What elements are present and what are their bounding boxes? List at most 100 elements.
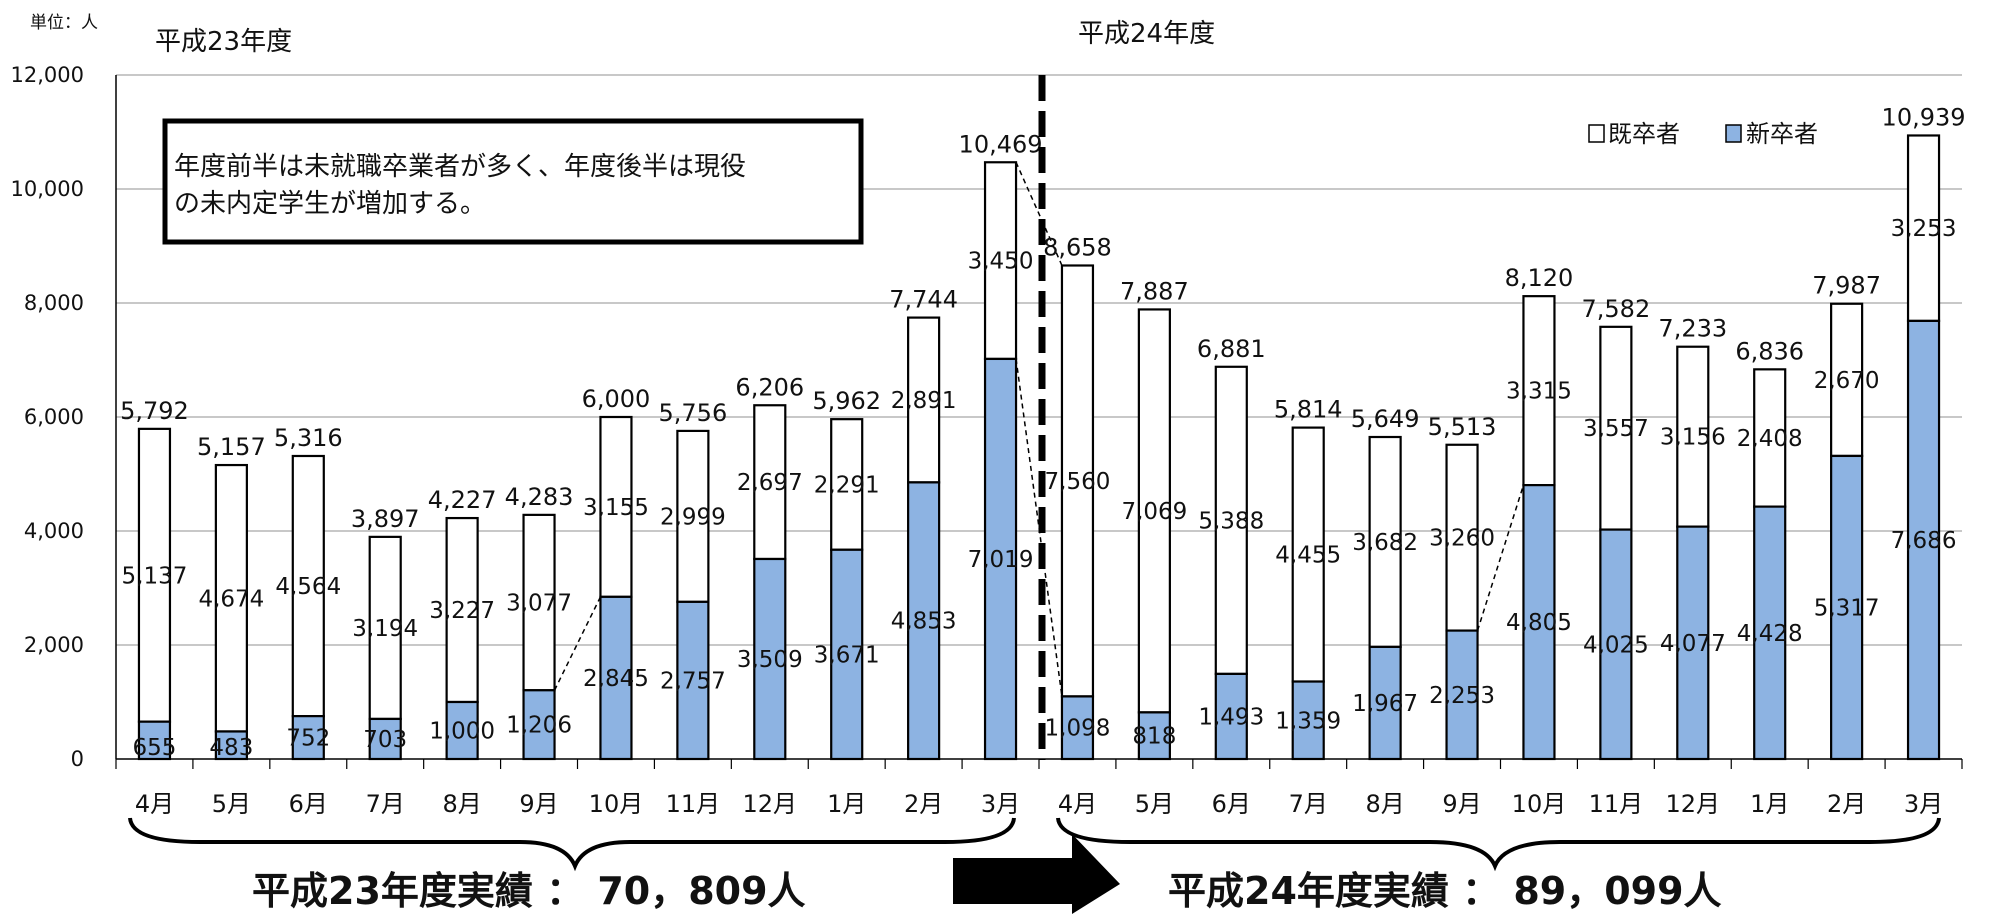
shinsotsu-value-label: 4,428 (1737, 621, 1803, 647)
kisotsu-value-label: 3,156 (1660, 425, 1726, 451)
bars (137, 134, 1941, 761)
shinsotsu-value-label: 1,967 (1352, 691, 1418, 717)
bar-segment-kisotsu (1906, 134, 1941, 322)
y-tick-label: 2,000 (24, 633, 84, 657)
legend-swatch-shinsotsu (1725, 124, 1742, 143)
bar-segment-shinsotsu (830, 548, 864, 761)
total-label: 5,962 (812, 387, 881, 415)
x-tick-label: 8月 (1365, 790, 1404, 818)
bar-segment-shinsotsu (445, 700, 479, 761)
total-label: 5,814 (1274, 396, 1343, 424)
x-tick-label: 11月 (666, 790, 721, 818)
kisotsu-value-label: 5,388 (1198, 508, 1264, 534)
shinsotsu-value-label: 1,000 (429, 719, 495, 745)
bar-segment-shinsotsu (1060, 695, 1095, 761)
bar-segment-kisotsu (599, 415, 633, 598)
x-tick-label: 12月 (743, 790, 798, 818)
total-label: 10,939 (1882, 103, 1966, 131)
bar-segment-shinsotsu (1368, 645, 1402, 761)
annotation-frame (162, 118, 864, 245)
x-tick-label: 12月 (1666, 790, 1721, 818)
brace-h23 (128, 817, 1016, 872)
bar-segment-shinsotsu (753, 557, 787, 761)
kisotsu-value-label: 2,891 (891, 388, 957, 414)
x-tick-label: 5月 (1135, 790, 1174, 818)
data-labels: 5,792 5,137 655 5,157 4,674 483 5,316 4,564 752 3… (120, 103, 1965, 761)
x-axis: 4月 5月 6月 7月 8月 9月 10月 11月 12月 1月 2月 3月 4月 5月 6月 7月 8月 9月 1… (115, 759, 1963, 818)
shinsotsu-value-label: 1,359 (1275, 708, 1341, 734)
shinsotsu-value-label: 3,671 (814, 642, 880, 668)
x-tick-label: 10月 (589, 790, 644, 818)
shinsotsu-value-label: 3,509 (737, 647, 803, 673)
shinsotsu-value-label: 2,757 (660, 668, 726, 694)
bar-segment-kisotsu (445, 516, 479, 704)
annotation-line-2: の未内定学生が増加する。 (174, 189, 486, 219)
kisotsu-value-label: 2,291 (814, 472, 880, 498)
kisotsu-value-label: 4,674 (198, 586, 264, 612)
annotation-line-1: 年度前半は未就職卒業者が多く、年度後半は現役 (174, 152, 746, 182)
total-label: 6,000 (582, 385, 651, 413)
total-label: 7,233 (1658, 315, 1727, 343)
x-tick-label: 3月 (981, 790, 1020, 818)
bar-segment-kisotsu (676, 429, 710, 603)
bar-segment-kisotsu (1445, 443, 1479, 632)
kisotsu-value-label: 2,999 (660, 504, 726, 530)
x-tick-label: 9月 (1442, 790, 1481, 818)
bar-segment-shinsotsu (522, 689, 556, 761)
series-connector (1015, 161, 1063, 266)
x-tick-label: 5月 (212, 790, 251, 818)
bar-segment-kisotsu (368, 535, 402, 721)
bar-segment-shinsotsu (1753, 505, 1787, 761)
total-label: 4,283 (505, 483, 574, 511)
y-tick-label: 12,000 (11, 63, 84, 87)
x-tick-label: 4月 (1058, 790, 1097, 818)
kisotsu-value-label: 4,455 (1275, 543, 1341, 569)
x-tick-label: 10月 (1512, 790, 1567, 818)
bar-segment-kisotsu (1676, 345, 1710, 528)
shinsotsu-value-label: 1,493 (1198, 704, 1264, 730)
y-tick-label: 10,000 (11, 177, 84, 201)
shinsotsu-value-label: 4,025 (1583, 632, 1649, 658)
total-label: 3,897 (351, 505, 420, 533)
x-tick-label: 2月 (904, 790, 943, 818)
shinsotsu-value-label: 4,805 (1506, 610, 1572, 636)
kisotsu-value-label: 3,077 (506, 591, 572, 617)
kisotsu-value-label: 2,697 (737, 470, 803, 496)
total-label: 6,836 (1735, 337, 1804, 365)
x-tick-label: 4月 (135, 790, 174, 818)
bar-segment-shinsotsu (1830, 454, 1864, 761)
x-tick-label: 6月 (289, 790, 328, 818)
legend-swatch-kisotsu (1588, 124, 1605, 143)
kisotsu-value-label: 3,260 (1429, 526, 1495, 552)
total-label: 8,120 (1505, 264, 1574, 292)
bar-segment-shinsotsu (1445, 629, 1479, 761)
kisotsu-value-label: 3,194 (352, 616, 418, 642)
x-tick-label: 7月 (366, 790, 405, 818)
kisotsu-value-label: 3,315 (1506, 379, 1572, 405)
bar-segment-shinsotsu (676, 600, 710, 761)
bar-segment-kisotsu (1137, 308, 1171, 714)
shinsotsu-value-label: 483 (209, 735, 253, 761)
legend: 既卒者 新卒者 (1588, 120, 1818, 148)
total-label: 10,469 (959, 130, 1043, 158)
bar-segment-shinsotsu (1676, 525, 1710, 761)
shinsotsu-value-label: 1,206 (506, 713, 572, 739)
total-label: 7,887 (1120, 277, 1189, 305)
x-tick-label: 9月 (519, 790, 558, 818)
kisotsu-value-label: 2,408 (1737, 426, 1803, 452)
total-label: 6,206 (735, 373, 804, 401)
shinsotsu-value-label: 7,686 (1891, 528, 1957, 554)
bar-segment-kisotsu (830, 418, 864, 551)
bar-segment-shinsotsu (214, 730, 248, 761)
bar-segment-shinsotsu (1214, 672, 1248, 761)
bar-segment-shinsotsu (907, 481, 941, 761)
series-connector (1476, 484, 1525, 631)
shinsotsu-value-label: 2,253 (1429, 683, 1495, 709)
legend-label-shinsotsu: 新卒者 (1746, 120, 1818, 148)
kisotsu-value-label: 4,564 (275, 574, 341, 600)
x-tick-label: 8月 (442, 790, 481, 818)
shinsotsu-value-label: 5,317 (1814, 595, 1880, 621)
bar-segment-kisotsu (137, 427, 172, 723)
bar-segment-kisotsu (1291, 426, 1325, 683)
bar-segment-kisotsu (983, 161, 1018, 361)
